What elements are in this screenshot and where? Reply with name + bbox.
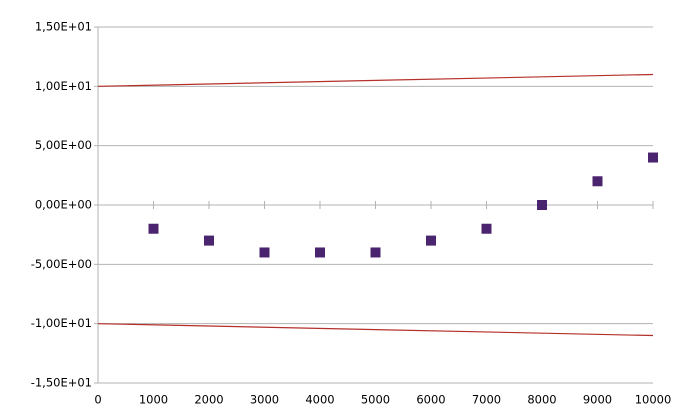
data-point [426, 235, 436, 246]
data-point [370, 247, 381, 258]
y-tick-label: 0,00E+00 [35, 198, 92, 212]
series-line [97, 323, 654, 337]
data-point [592, 176, 603, 187]
x-tick-label: 3000 [250, 393, 279, 407]
y-tick-label: 5,00E+00 [35, 138, 92, 152]
data-point [481, 223, 492, 234]
y-tick-label: -5,00E+00 [31, 257, 92, 271]
x-tick-label: 8000 [527, 393, 556, 407]
data-point [537, 200, 547, 210]
x-tick-label: 10000 [635, 393, 672, 407]
x-tick-label: 9000 [583, 393, 612, 407]
x-tick-label: 6000 [416, 393, 445, 407]
x-tick-label: 1000 [139, 393, 168, 407]
data-point [648, 152, 658, 163]
y-tick-label: -1,00E+01 [31, 316, 92, 330]
y-tick-label: -1,50E+01 [31, 376, 92, 390]
x-tick-label: 2000 [194, 393, 223, 407]
x-tick-label: 0 [94, 393, 101, 407]
data-point [204, 235, 214, 246]
x-tick-label: 5000 [361, 393, 390, 407]
x-tick-label: 7000 [472, 393, 501, 407]
data-point [259, 247, 270, 258]
data-point [315, 247, 325, 258]
data-point [148, 223, 159, 234]
series-line [97, 73, 654, 87]
x-tick-label: 4000 [305, 393, 334, 407]
y-tick-label: 1,50E+01 [35, 20, 92, 34]
y-tick-label: 1,00E+01 [35, 79, 92, 93]
